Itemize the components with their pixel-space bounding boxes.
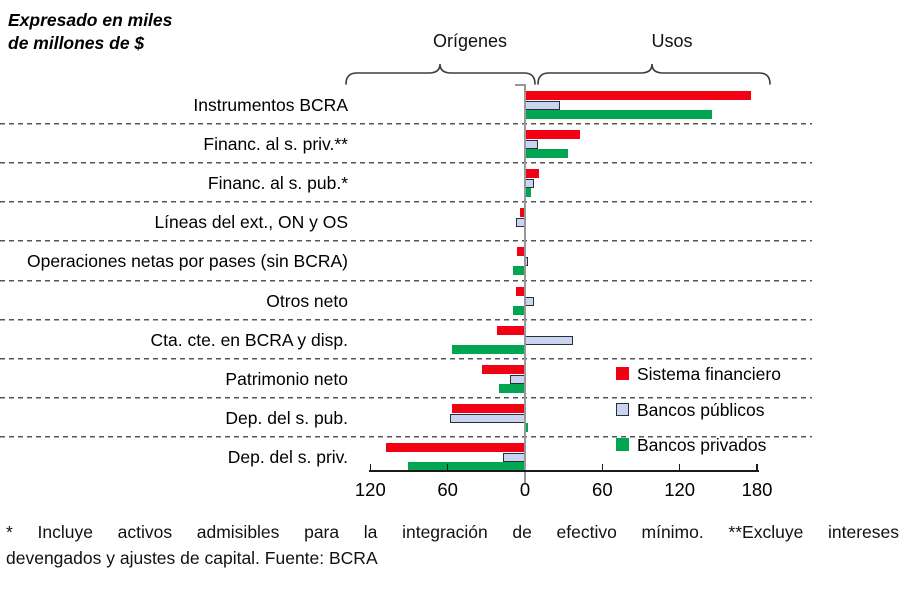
bar-bancos-privados-instrumentos-bcra <box>525 109 712 119</box>
x-axis-tick-label: 120 <box>354 479 386 500</box>
category-label-instrumentos-bcra: Instrumentos BCRA <box>193 94 348 115</box>
legend-label-bancos-publicos: Bancos públicos <box>637 399 765 420</box>
row-separator <box>0 122 812 125</box>
bar-bancos-privados-dep-del-s-priv <box>407 462 525 472</box>
bar-sistema-financiero-operaciones-netas-por-pases-sin-bcra <box>517 247 525 257</box>
category-label-operaciones-netas-por-pases-sin-bcra: Operaciones netas por pases (sin BCRA) <box>27 251 348 272</box>
bar-bancos-privados-patrimonio-neto <box>499 383 525 393</box>
zero-baseline <box>524 84 526 483</box>
group-braces <box>345 63 771 85</box>
legend-label-sistema-financiero: Sistema financiero <box>637 364 781 384</box>
bar-bancos-publicos-financ-al-s-priv <box>525 139 538 149</box>
row-separator <box>0 279 812 282</box>
category-label-financ-al-s-priv: Financ. al s. priv.** <box>203 133 348 154</box>
category-label-dep-del-s-priv: Dep. del s. priv. <box>227 447 348 468</box>
x-axis-tick-label: 60 <box>437 479 458 500</box>
bar-sistema-financiero-lineas-del-ext-on-y-os <box>519 208 525 218</box>
category-label-patrimonio-neto: Patrimonio neto <box>225 368 348 389</box>
bar-sistema-financiero-financ-al-s-priv <box>525 129 581 139</box>
x-axis-tick <box>446 463 449 471</box>
bar-bancos-publicos-financ-al-s-pub <box>525 178 535 188</box>
x-axis-tick <box>756 463 758 471</box>
footnote-line-1: * Incluye activos admisibles para la int… <box>6 522 899 542</box>
bar-sistema-financiero-patrimonio-neto <box>482 364 525 374</box>
bar-bancos-publicos-dep-del-s-pub <box>450 414 525 424</box>
bar-bancos-privados-dep-del-s-pub <box>525 423 528 433</box>
category-label-otros-neto: Otros neto <box>266 290 348 311</box>
bar-bancos-publicos-dep-del-s-priv <box>503 453 525 463</box>
usos-brace <box>537 63 771 85</box>
bar-bancos-privados-financ-al-s-pub <box>525 187 532 197</box>
bar-sistema-financiero-dep-del-s-priv <box>385 443 525 453</box>
row-separator <box>0 161 812 164</box>
bar-sistema-financiero-cta-cte-en-bcra-y-disp <box>496 325 525 335</box>
category-label-financ-al-s-pub: Financ. al s. pub.* <box>207 172 348 193</box>
bar-sistema-financiero-otros-neto <box>515 286 525 296</box>
row-separator <box>0 397 812 400</box>
row-separator <box>0 357 812 360</box>
row-separator <box>0 318 812 321</box>
x-axis-tick-label: 180 <box>741 479 773 500</box>
chart-title: Expresado en miles de millones de $ <box>8 10 173 54</box>
x-axis-tick-label: 120 <box>664 479 696 500</box>
row-separator <box>0 436 812 439</box>
row-separator <box>0 240 812 243</box>
footnote-line-2: devengados y ajustes de capital. Fuente:… <box>6 548 378 568</box>
category-label-lineas-del-ext-on-y-os: Líneas del ext., ON y OS <box>154 212 348 233</box>
bar-sistema-financiero-dep-del-s-pub <box>451 404 525 414</box>
legend-item-sistema-financiero: Sistema financiero <box>616 364 846 384</box>
bar-bancos-privados-cta-cte-en-bcra-y-disp <box>451 344 525 354</box>
bar-bancos-publicos-patrimonio-neto <box>509 374 525 384</box>
x-axis-line <box>369 470 759 472</box>
legend-swatch-sistema-financiero <box>616 367 629 380</box>
row-separator <box>0 201 812 204</box>
usos-group-label: Usos <box>651 31 693 51</box>
x-axis-tick <box>601 463 604 471</box>
legend-swatch-bancos-privados <box>616 438 629 451</box>
x-axis-tick <box>678 463 681 471</box>
x-axis-tick-label: 0 <box>519 479 531 500</box>
origenes-brace <box>345 63 536 85</box>
bar-bancos-privados-otros-neto <box>513 305 525 315</box>
legend-swatch-bancos-publicos <box>616 402 629 416</box>
zero-baseline-top-tick <box>515 84 525 86</box>
bar-bancos-privados-operaciones-netas-por-pases-sin-bcra <box>513 266 525 276</box>
bar-bancos-privados-financ-al-s-priv <box>525 148 568 158</box>
bar-bancos-publicos-cta-cte-en-bcra-y-disp <box>525 335 573 345</box>
x-axis-tick-label: 60 <box>592 479 613 500</box>
origenes-group-label: Orígenes <box>432 31 508 51</box>
legend-label-bancos-privados: Bancos privados <box>637 435 767 455</box>
bar-sistema-financiero-financ-al-s-pub <box>525 168 540 178</box>
bar-bancos-publicos-instrumentos-bcra <box>525 100 560 110</box>
x-axis-tick <box>369 463 372 471</box>
legend-item-bancos-privados: Bancos privados <box>616 435 846 455</box>
bar-bancos-publicos-otros-neto <box>525 296 535 306</box>
category-label-cta-cte-en-bcra-y-disp: Cta. cte. en BCRA y disp. <box>150 329 348 350</box>
bar-sistema-financiero-instrumentos-bcra <box>525 90 751 100</box>
category-label-dep-del-s-pub: Dep. del s. pub. <box>225 408 348 429</box>
legend-item-bancos-publicos: Bancos públicos <box>616 399 846 420</box>
